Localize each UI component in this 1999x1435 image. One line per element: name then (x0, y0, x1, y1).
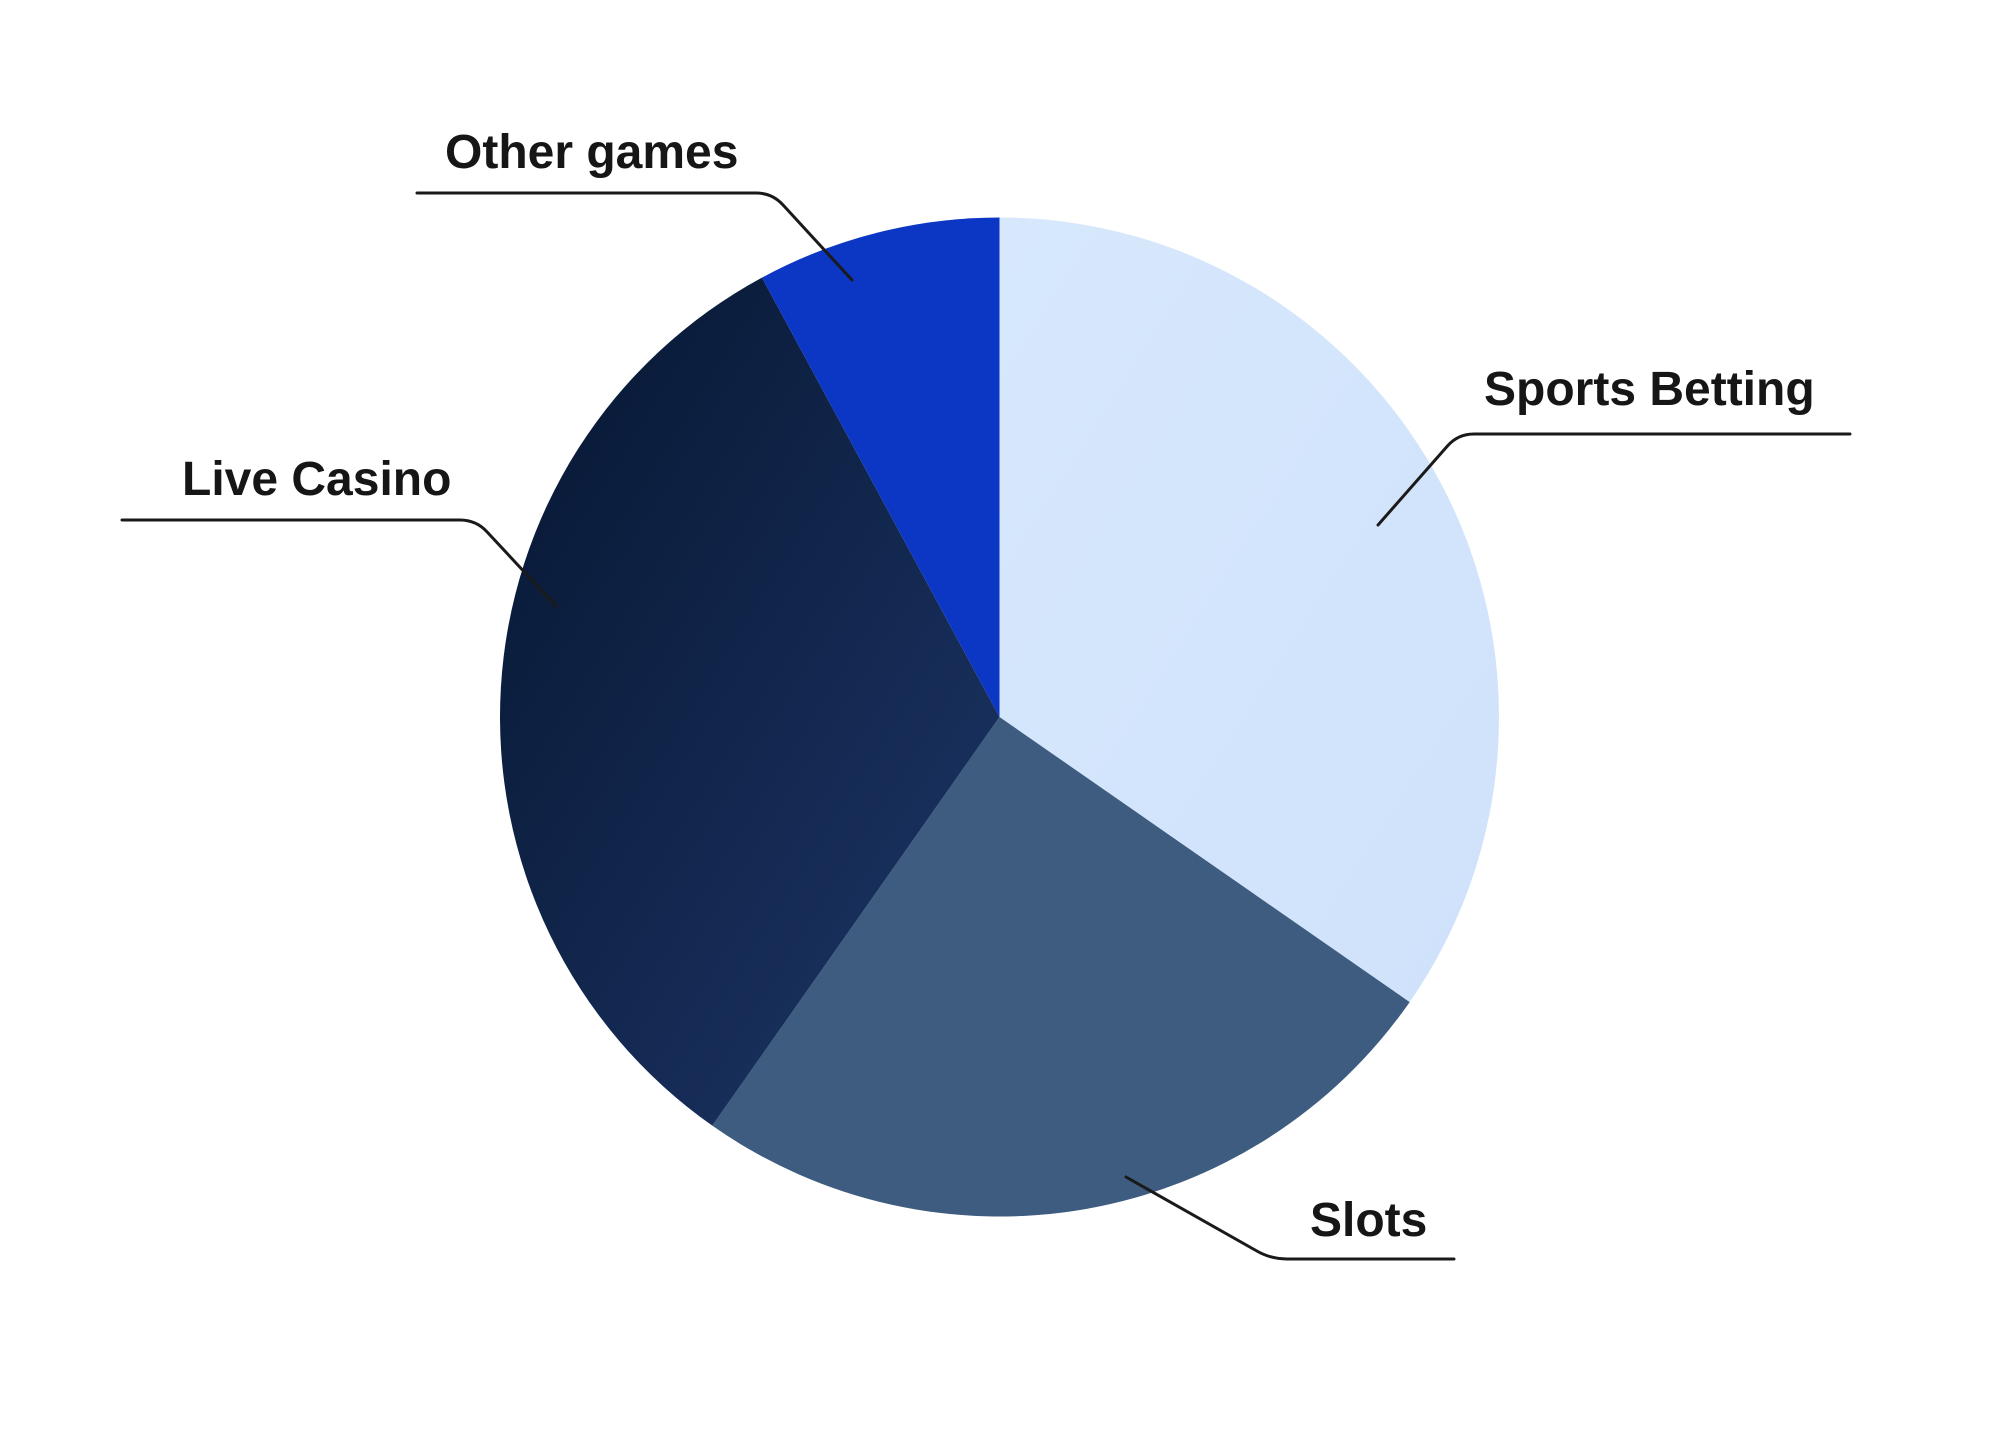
svg-text:Other games: Other games (445, 126, 738, 179)
svg-text:Live Casino: Live Casino (182, 453, 451, 506)
svg-text:Sports Betting: Sports Betting (1484, 363, 1815, 416)
svg-text:Slots: Slots (1310, 1194, 1427, 1247)
